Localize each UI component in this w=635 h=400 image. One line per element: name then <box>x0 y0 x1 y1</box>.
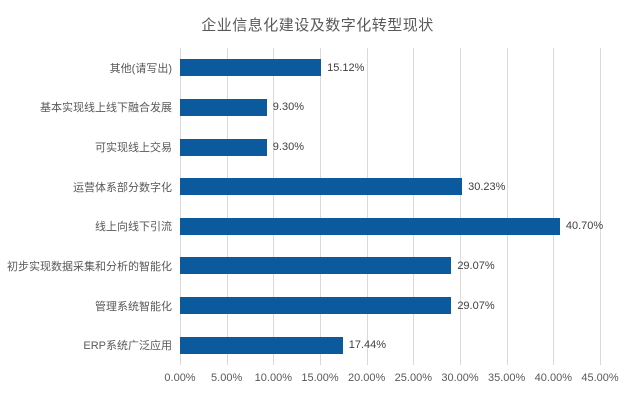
category-label: 基本实现线上线下融合发展 <box>40 102 172 115</box>
value-label: 29.07% <box>457 299 495 312</box>
value-label: 40.70% <box>565 220 604 233</box>
x-tick-label: 25.00% <box>394 372 432 384</box>
bar-segment <box>180 257 452 275</box>
category-label: 运营体系部分数字化 <box>73 181 172 194</box>
category-label: ERP系统广泛应用 <box>83 340 172 353</box>
gridline <box>273 48 275 365</box>
bar-segment <box>180 217 560 235</box>
gridline <box>319 48 321 365</box>
value-label: 17.44% <box>348 339 387 352</box>
bar-segment <box>180 138 267 156</box>
gridline <box>180 48 181 365</box>
value-label: 15.12% <box>327 61 365 74</box>
bar-segment <box>180 297 452 315</box>
gridline <box>459 48 461 365</box>
x-tick-label: 15.00% <box>301 372 339 384</box>
gridline <box>226 48 228 365</box>
plot-area: 15.12% 9.30% 9.30% 30.23% 40.70% 29.07% 29.07%… <box>180 48 604 365</box>
gridline <box>366 48 368 365</box>
category-label: 管理系统智能化 <box>95 300 172 313</box>
bar-segment <box>180 59 322 77</box>
bar-segment <box>180 98 267 116</box>
gridline <box>506 48 508 365</box>
gridline <box>600 48 601 365</box>
x-tick-label: 35.00% <box>488 372 526 384</box>
category-label: 其他(请写出) <box>109 62 172 75</box>
category-label: 线上向线下引流 <box>95 221 172 234</box>
x-tick-label: 0.00% <box>164 372 196 384</box>
bar-segment <box>180 336 343 354</box>
value-label: 9.30% <box>272 101 304 114</box>
value-label: 9.30% <box>272 141 304 154</box>
x-axis: 0.00% 5.00% 10.00% 15.00% 20.00% 25.00% 30.00%… <box>164 372 618 388</box>
x-tick-label: 20.00% <box>348 372 386 384</box>
bar-segment <box>180 178 463 196</box>
category-label: 可实现线上交易 <box>95 142 172 155</box>
chart-title: 企业信息化建设及数字化转型现状 <box>201 17 434 34</box>
x-tick-label: 30.00% <box>441 372 479 384</box>
x-tick-label: 40.00% <box>534 372 572 384</box>
x-tick-label: 10.00% <box>254 372 292 384</box>
value-label: 30.23% <box>468 180 506 193</box>
category-axis: 其他(请写出) 基本实现线上线下融合发展可实现线上交易运营体系部分数字化线上向线下… <box>0 48 172 365</box>
x-tick-label: 45.00% <box>581 372 619 384</box>
category-label: 初步实现数据采集和分析的智能化 <box>7 260 172 273</box>
x-tick-label: 5.00% <box>211 372 243 384</box>
gridline <box>553 48 555 365</box>
gridline <box>413 48 415 365</box>
value-label: 29.07% <box>457 259 495 272</box>
